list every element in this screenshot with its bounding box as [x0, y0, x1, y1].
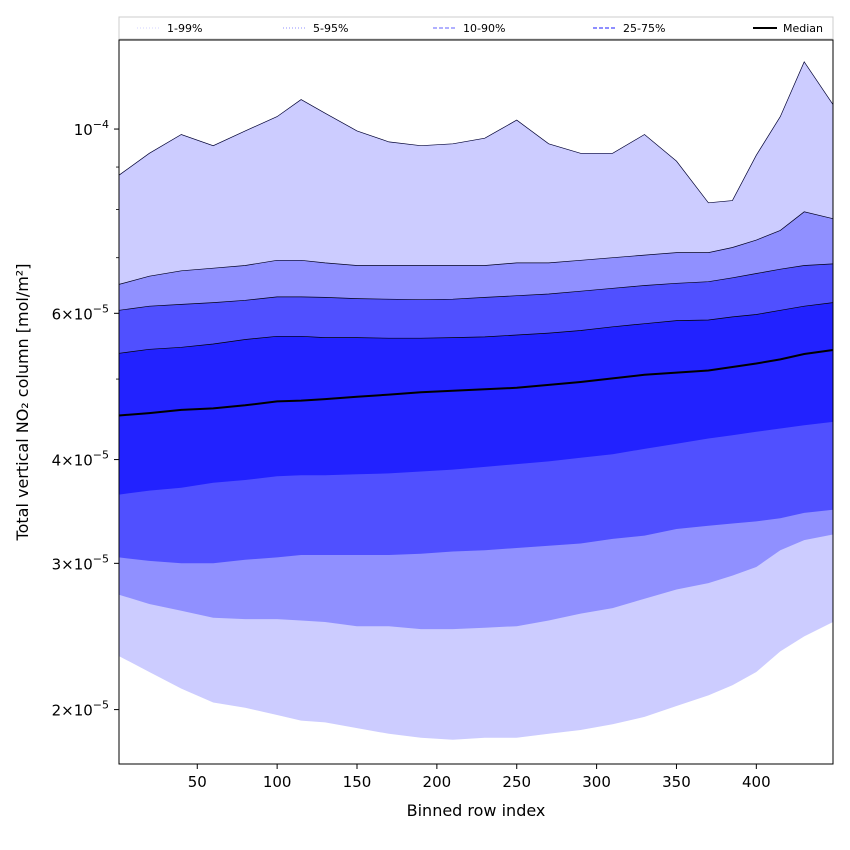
band-5-95%-upper-edge — [118, 211, 834, 285]
x-axis-label: Binned row index — [407, 801, 546, 820]
plot-frame — [118, 39, 834, 765]
legend-label-Median: Median — [783, 22, 823, 35]
x-tick-label-350: 350 — [662, 773, 691, 791]
y-tick-label: 4×10−5 — [52, 449, 109, 470]
band-1-99%-upper-edge — [118, 61, 834, 204]
x-tick-label-150: 150 — [343, 773, 372, 791]
x-axis: 50 100 150 200 250 300 350 400 — [188, 764, 771, 791]
x-tick-label-400: 400 — [742, 773, 771, 791]
legend-label-1-99%: 1-99% — [167, 22, 202, 35]
x-tick-label-250: 250 — [502, 773, 531, 791]
y-tick-label: 6×10−5 — [52, 302, 109, 323]
legend-label-10-90%: 10-90% — [463, 22, 505, 35]
band-25-75%-upper-edge — [118, 302, 834, 354]
band-10-90%-upper-edge — [118, 263, 834, 311]
y-axis-label: Total vertical NO₂ column [mol/m²] — [13, 264, 32, 542]
legend-box — [118, 16, 834, 40]
y-tick-label: 3×10−5 — [52, 552, 109, 573]
bands-layer — [118, 61, 834, 740]
median-line — [118, 349, 834, 417]
legend-label-25-75%: 25-75% — [623, 22, 665, 35]
y-axis: 10−4 6×10−5 4×10−5 3×10−5 2×10−5 — [52, 118, 119, 720]
median-layer — [118, 349, 834, 417]
x-tick-label-100: 100 — [263, 773, 292, 791]
legend: 1-99% 5-95% 10-90% 25-75% Median — [118, 16, 834, 40]
x-tick-label-200: 200 — [423, 773, 452, 791]
x-tick-label-300: 300 — [582, 773, 611, 791]
band-25-75%-area — [119, 302, 833, 495]
x-tick-label-50: 50 — [188, 773, 207, 791]
y-tick-label: 2×10−5 — [52, 699, 109, 720]
y-tick-label: 10−4 — [74, 118, 109, 139]
legend-label-5-95%: 5-95% — [313, 22, 348, 35]
